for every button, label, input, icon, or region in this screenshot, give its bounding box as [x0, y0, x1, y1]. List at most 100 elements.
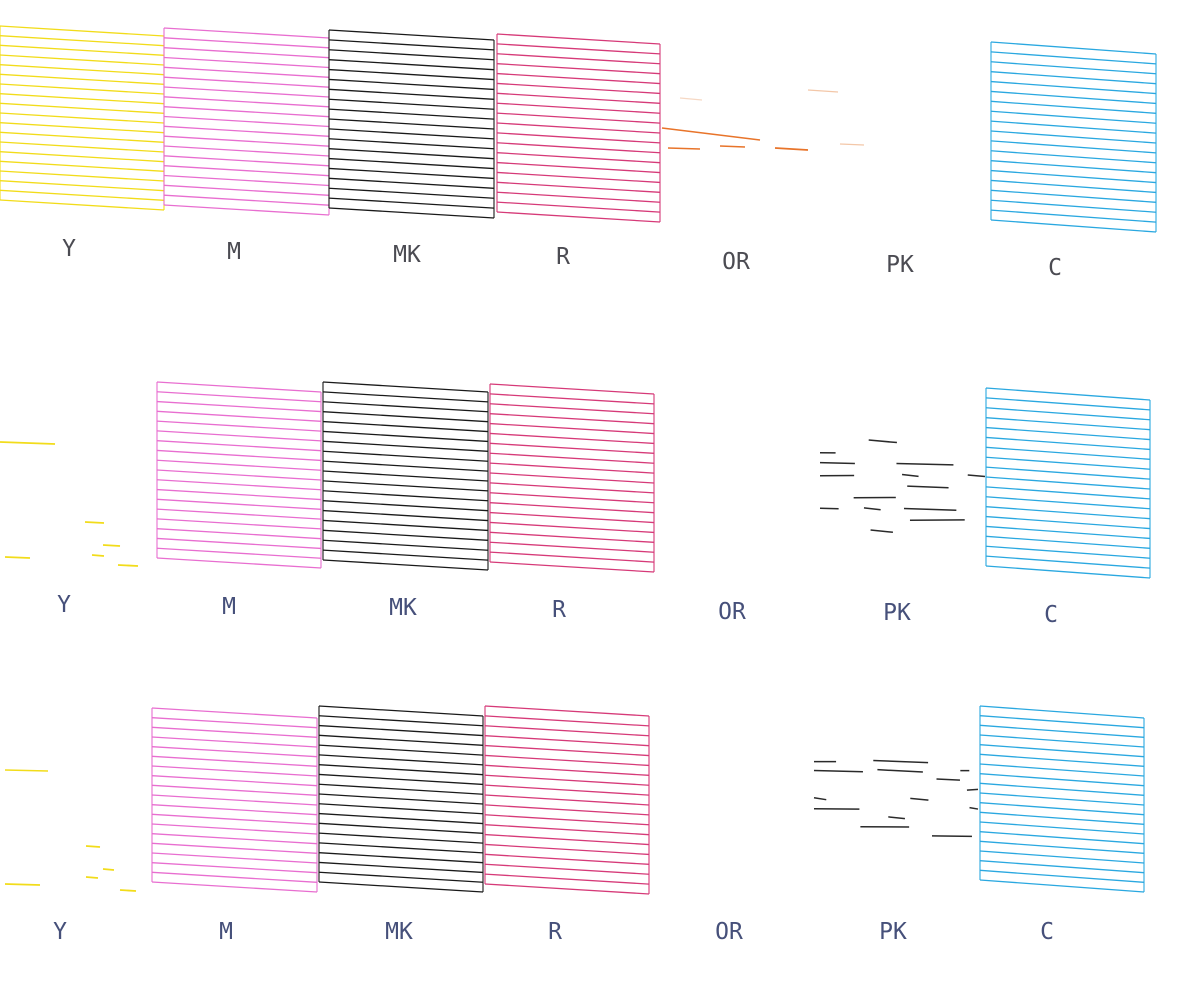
row-3-pattern-y-dash — [102, 868, 115, 871]
row-1-pattern-m-line — [163, 115, 330, 128]
row-2-pattern-r-line — [489, 482, 655, 494]
row-2-pattern-m-line — [156, 508, 322, 520]
row-1-pattern-c-line — [990, 110, 1157, 124]
row-2-pattern-r-line — [489, 393, 655, 405]
row-3-pattern-m-line — [151, 842, 318, 854]
row-2-pattern-m-line — [156, 420, 322, 432]
row-1-pattern-r-line — [496, 92, 661, 104]
row-3-pattern-m-line — [151, 862, 318, 874]
row-1-label-or: OR — [722, 249, 750, 275]
row-1-pattern-c-line — [990, 61, 1157, 75]
row-2-pattern-y-dash — [117, 564, 139, 567]
row-2-pattern-m-line — [156, 547, 322, 559]
row-3-pattern-r-line — [484, 744, 650, 757]
row-2-pattern-mk-line — [322, 391, 489, 403]
row-1-pattern-c-line — [990, 130, 1157, 144]
row-3-pattern-pk-dash — [966, 788, 979, 791]
row-3-pattern-pk-dash — [969, 806, 979, 810]
row-3-pattern-c-line — [979, 831, 1145, 845]
row-2-pattern-c-line — [985, 446, 1151, 460]
row-3-pattern-m-line — [151, 784, 318, 796]
row-3-pattern-m-line — [151, 794, 318, 806]
row-1-pattern-y-line — [0, 131, 165, 143]
row-3-pattern-mk-line — [318, 715, 484, 727]
row-2-pattern-mk-line — [322, 401, 489, 413]
row-2-pattern-c-line — [985, 436, 1151, 451]
row-1-pattern-mk-line — [328, 98, 495, 110]
row-1-pattern-y-line — [0, 112, 165, 124]
row-1-pattern-or-dash — [661, 127, 761, 141]
row-2-pattern-c-line — [985, 525, 1151, 540]
row-1-pattern-c-line — [990, 179, 1157, 194]
row-1-pattern-c-line — [990, 80, 1157, 95]
row-2-pattern-r-line — [489, 511, 655, 524]
row-1-pattern-r-line — [496, 43, 661, 55]
row-1-pattern-y-line — [0, 189, 165, 201]
row-1-pattern-or-dash — [839, 143, 865, 146]
row-2-pattern-pk-dash — [901, 473, 919, 478]
row-1-pattern-mk-line — [328, 187, 495, 199]
row-2-pattern-c-line — [985, 565, 1151, 579]
row-1-pattern-r-line — [496, 171, 661, 184]
row-3-pattern-mk-line — [318, 724, 484, 737]
row-1-label-m: M — [227, 239, 241, 265]
row-3-pattern-c-line — [979, 860, 1145, 874]
row-2-pattern-pk-dash — [819, 507, 839, 510]
row-2-label-mk: MK — [389, 595, 417, 621]
row-1-pattern-m-line — [163, 47, 330, 59]
row-1-pattern-mk-line — [328, 157, 495, 170]
row-3-pattern-m-line — [151, 813, 318, 825]
row-1-pattern-y-line — [0, 83, 165, 95]
row-1-pattern-y-line — [0, 35, 165, 47]
row-3-pattern-mk-line — [318, 852, 484, 864]
row-3-pattern-r-line — [484, 863, 650, 875]
row-3-pattern-y-dash — [119, 889, 137, 892]
row-1-pattern-c-line — [990, 120, 1157, 134]
row-1-pattern-m-line — [163, 106, 330, 118]
row-1-pattern-or-dash — [719, 145, 746, 148]
row-2-pattern-m-line — [156, 488, 322, 501]
row-3-pattern-c-line — [979, 811, 1145, 825]
row-2-pattern-mk-line — [322, 529, 489, 541]
row-2-pattern-r-line — [489, 383, 655, 395]
row-3-pattern-r-line — [484, 754, 650, 767]
row-1-pattern-mk-line — [328, 39, 495, 51]
row-2-pattern-c-line — [985, 466, 1151, 480]
row-2-pattern-mk-line — [322, 440, 489, 452]
row-3-pattern-mk-line — [318, 754, 484, 766]
row-1-pattern-r-line — [496, 82, 661, 95]
row-3-pattern-mk-line — [318, 764, 484, 776]
row-1-pattern-c-line — [990, 160, 1157, 174]
row-1-pattern-r-line — [496, 181, 661, 193]
row-1-pattern-or-dash — [679, 97, 703, 101]
row-3-pattern-c-line — [979, 821, 1145, 835]
row-3-label-mk: MK — [385, 919, 413, 945]
row-1-pattern-c-line — [990, 199, 1157, 213]
row-1-pattern-mk-line — [328, 177, 495, 189]
row-2-label-or: OR — [718, 599, 746, 625]
row-2-pattern-m-line — [156, 537, 322, 550]
row-3-pattern-r-line — [484, 843, 650, 856]
row-2-pattern-m-line — [156, 498, 322, 510]
row-3-pattern-c-line — [979, 705, 1145, 719]
row-1-pattern-r-line — [496, 191, 661, 203]
row-3-pattern-pk-dash — [877, 768, 923, 773]
row-3-pattern-c-line — [979, 763, 1145, 777]
row-2-pattern-y-dash — [102, 544, 121, 547]
row-1-pattern-r-line — [496, 53, 661, 65]
row-1-pattern-r-line — [496, 122, 661, 134]
row-2-label-m: M — [222, 594, 236, 620]
row-2-pattern-mk-line — [322, 480, 489, 492]
row-2-pattern-c-line — [985, 476, 1151, 490]
row-1-pattern-r-line — [496, 72, 661, 85]
row-2-pattern-m-line — [156, 410, 322, 422]
row-1-pattern-y-line — [0, 25, 165, 37]
row-2-pattern-pk-dash — [863, 507, 881, 511]
row-1-pattern-c-line — [990, 90, 1157, 105]
row-1-pattern-y-line — [0, 141, 165, 153]
row-1-label-y: Y — [62, 236, 76, 262]
row-3-label-c: C — [1040, 919, 1054, 945]
row-1-pattern-mk-line — [328, 128, 495, 140]
row-2-pattern-m-line — [156, 518, 322, 530]
row-1-pattern-c-line — [990, 71, 1157, 85]
